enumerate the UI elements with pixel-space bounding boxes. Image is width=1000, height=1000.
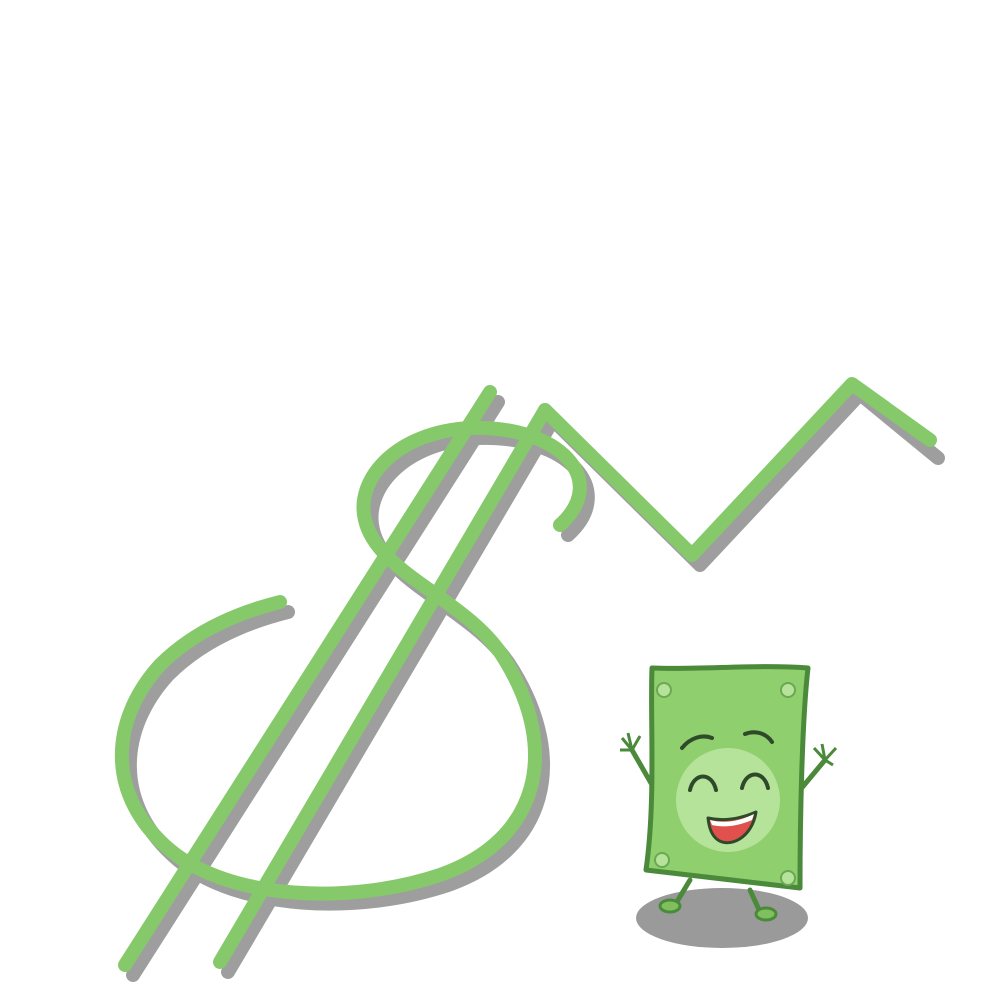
dollar-bar-right [213,403,552,969]
happy-dollar-bill-mascot [620,664,838,948]
mascot-left-foot [658,898,682,914]
mascot-eyes [688,772,770,792]
rising-zigzag-arrow-icon [538,377,937,562]
mascot-teeth [710,814,754,827]
mascot-right-foot [754,906,778,922]
mascot-hands [620,732,838,767]
mascot-eyebrows [680,730,774,750]
mascot-corner-dots [654,682,796,886]
mascot-ground-shadow [636,888,808,948]
dollar-sign-strokes [114,385,587,972]
dollar-s-curve [114,420,587,901]
dollar-bar-left [118,385,497,972]
dollar-sign-icon [114,385,945,982]
